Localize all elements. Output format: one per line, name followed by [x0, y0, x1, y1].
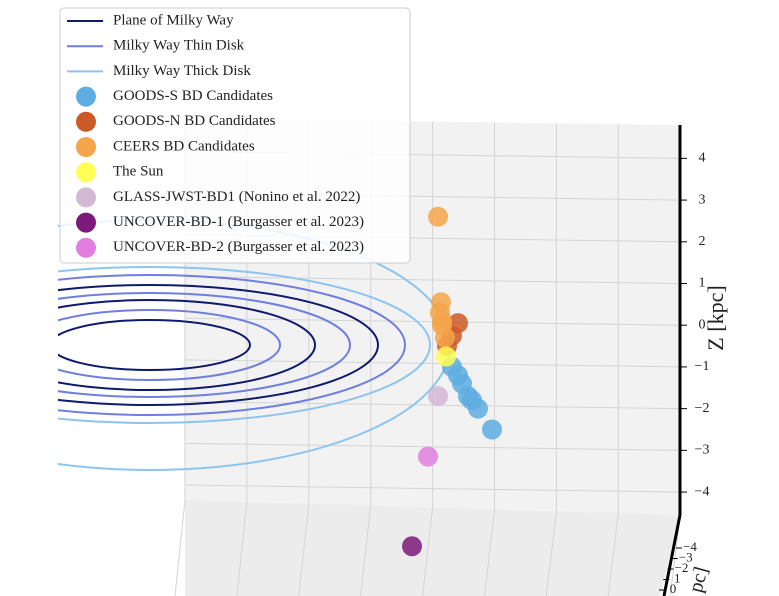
legend-label: Milky Way Thin Disk [113, 38, 245, 54]
point [482, 419, 502, 440]
z-tick-label: 3 [699, 192, 706, 207]
legend-marker [76, 86, 96, 107]
z-tick-label: −4 [695, 484, 710, 499]
grid-line [184, 484, 681, 493]
y-tick-label: −2 [675, 560, 689, 575]
floor-line [607, 513, 619, 596]
points [402, 206, 502, 557]
legend-box [59, 7, 411, 264]
grid-line [184, 442, 681, 451]
point [468, 398, 488, 419]
z-tick-label: 1 [699, 276, 706, 291]
point [432, 311, 452, 332]
legend-marker [76, 212, 96, 233]
legend: Plane of Milky Way Milky Way Thin Disk Mil… [59, 7, 411, 264]
z-tick-label: −2 [695, 401, 710, 416]
point [428, 206, 448, 227]
point [436, 346, 456, 367]
y-axis [662, 514, 682, 596]
floor-line [236, 501, 248, 596]
grid-line [184, 401, 681, 410]
legend-label: UNCOVER-BD-1 (Burgasser et al. 2023) [113, 214, 364, 230]
point [418, 446, 438, 467]
y-tick-label: −4 [683, 539, 697, 554]
legend-marker [76, 137, 96, 157]
legend-marker [76, 111, 96, 132]
legend-label: Plane of Milky Way [113, 12, 234, 28]
z-tick-label: 2 [699, 234, 706, 249]
point [402, 536, 422, 557]
floor-line [298, 503, 310, 596]
legend-label: GOODS-N BD Candidates [113, 113, 276, 129]
z-tick-label: −3 [695, 443, 710, 458]
legend-marker [76, 187, 96, 208]
z-tick-label: 4 [699, 151, 706, 166]
y-tick-label: 0 [670, 581, 677, 596]
y-axis-label: pc] [685, 564, 713, 594]
floor-line [360, 505, 372, 596]
legend-label: CEERS BD Candidates [113, 138, 255, 154]
legend-label: The Sun [113, 164, 164, 180]
legend-label: GOODS-S BD Candidates [113, 88, 273, 104]
legend-label: Milky Way Thick Disk [113, 63, 251, 79]
z-tick-label: 0 [699, 317, 706, 332]
y-tick-label: 1 [674, 570, 681, 585]
floor-line [174, 499, 186, 596]
y-tick-label: −3 [679, 549, 693, 564]
legend-label: GLASS-JWST-BD1 (Nonino et al. 2022) [113, 189, 360, 205]
z-axis-label: Z [kpc] [703, 285, 728, 350]
floor-pane [185, 500, 680, 596]
disk-ring [58, 319, 251, 371]
disk-ring [58, 266, 431, 424]
legend-label: UNCOVER-BD-2 (Burgasser et al. 2023) [113, 239, 364, 255]
legend-marker [76, 237, 96, 258]
disk-ring [58, 284, 379, 406]
legend-marker [76, 162, 96, 183]
grid-line [184, 276, 681, 285]
z-tick-label: −1 [695, 359, 710, 374]
floor-line [484, 509, 495, 596]
floor-line [422, 507, 434, 596]
point [428, 386, 448, 407]
floor-line [545, 511, 557, 596]
disk-ring [58, 292, 351, 398]
disk-ring [58, 274, 406, 416]
disk-ring [58, 309, 281, 381]
disk-ring [58, 299, 316, 391]
point [435, 327, 455, 348]
